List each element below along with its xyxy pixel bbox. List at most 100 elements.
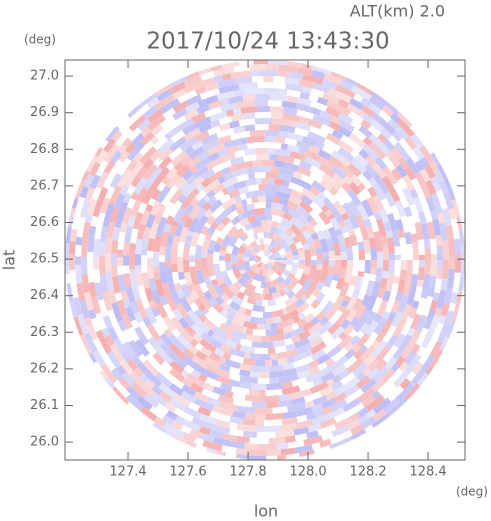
echo-cell <box>183 203 195 217</box>
echo-cell <box>313 269 323 283</box>
echo-cell <box>260 281 265 288</box>
echo-cell <box>288 194 303 206</box>
echo-cell <box>281 416 298 426</box>
echo-cell <box>183 75 203 88</box>
echo-cell <box>249 63 266 71</box>
echo-cell <box>243 248 252 258</box>
echo-cell <box>308 359 320 369</box>
echo-cell <box>218 255 226 261</box>
echo-cell <box>310 232 319 241</box>
echo-cell <box>171 220 179 228</box>
echo-cell <box>241 199 248 207</box>
echo-cell <box>275 228 283 236</box>
echo-cell <box>365 225 375 239</box>
echo-cell <box>194 398 215 411</box>
echo-cell <box>168 225 177 236</box>
echo-cell <box>67 216 74 228</box>
echo-cell <box>285 83 304 92</box>
echo-cell <box>224 358 241 369</box>
echo-cell <box>66 283 74 303</box>
echo-cell <box>213 215 224 226</box>
echo-cell <box>353 315 368 333</box>
echo-cell <box>263 87 278 95</box>
echo-cell <box>187 309 202 326</box>
echo-cell <box>355 213 366 230</box>
echo-cell <box>377 133 388 144</box>
echo-cell <box>142 158 154 170</box>
echo-cell <box>111 264 118 278</box>
echo-cell <box>295 121 312 132</box>
echo-cell <box>111 302 123 322</box>
echo-cell <box>280 253 287 259</box>
echo-cell <box>420 288 429 299</box>
echo-cell <box>338 220 346 228</box>
echo-cell <box>207 284 220 300</box>
echo-cell <box>146 258 154 268</box>
echo-cell <box>88 309 97 320</box>
echo-cell <box>380 319 393 335</box>
echo-cell <box>381 99 400 115</box>
echo-cell <box>117 143 127 154</box>
echo-cell <box>120 290 129 302</box>
echo-cell <box>311 107 322 116</box>
echo-cell <box>153 266 160 273</box>
echo-cell <box>362 169 373 181</box>
echo-cell <box>221 61 240 69</box>
echo-cell <box>213 268 223 279</box>
echo-cell <box>274 148 291 157</box>
echo-cell <box>216 90 236 101</box>
echo-cell <box>411 241 420 260</box>
echo-cell <box>334 392 348 403</box>
echo-cell <box>285 343 296 352</box>
echo-cell <box>357 406 370 418</box>
echo-cell <box>236 453 250 460</box>
echo-cell <box>344 236 352 248</box>
echo-cell <box>218 363 231 373</box>
echo-cell <box>140 131 155 146</box>
echo-cell <box>244 412 258 420</box>
echo-cell <box>360 97 372 108</box>
echo-cell <box>233 108 242 116</box>
echo-cell <box>84 186 96 203</box>
echo-cell <box>314 409 324 418</box>
echo-cell <box>425 365 434 375</box>
echo-cell <box>242 232 249 240</box>
echo-cell <box>148 299 157 310</box>
echo-cell <box>289 373 299 382</box>
echo-cell <box>422 274 431 290</box>
echo-cell <box>376 299 389 317</box>
echo-cell <box>202 318 216 331</box>
echo-cell <box>202 382 215 392</box>
echo-cell <box>100 363 118 384</box>
echo-cell <box>247 269 257 279</box>
echo-cell <box>181 377 194 388</box>
echo-cell <box>164 401 177 413</box>
echo-cell <box>345 295 358 312</box>
echo-cell <box>382 246 389 260</box>
echo-cell <box>316 191 327 202</box>
echo-cell <box>425 196 436 212</box>
echo-cell <box>266 269 272 276</box>
echo-cell <box>188 217 201 233</box>
echo-cell <box>284 367 297 377</box>
echo-cell <box>69 253 76 270</box>
echo-cell <box>435 234 443 246</box>
echo-cell <box>102 315 114 330</box>
echo-cell <box>252 226 264 234</box>
echo-cell <box>331 380 344 391</box>
echo-cell <box>128 339 143 358</box>
echo-cell <box>280 257 288 260</box>
echo-cell <box>212 386 227 397</box>
echo-cell <box>194 86 207 96</box>
echo-cell <box>277 154 288 163</box>
echo-cell <box>252 189 266 198</box>
echo-cell <box>458 280 464 292</box>
echo-cell <box>187 344 199 355</box>
x-axis-label: lon <box>254 502 278 521</box>
echo-cell <box>217 176 226 185</box>
echo-cell <box>197 321 211 334</box>
echo-cell <box>315 281 325 291</box>
echo-cell <box>225 312 235 322</box>
echo-cell <box>236 284 243 291</box>
echo-cell <box>99 197 111 214</box>
